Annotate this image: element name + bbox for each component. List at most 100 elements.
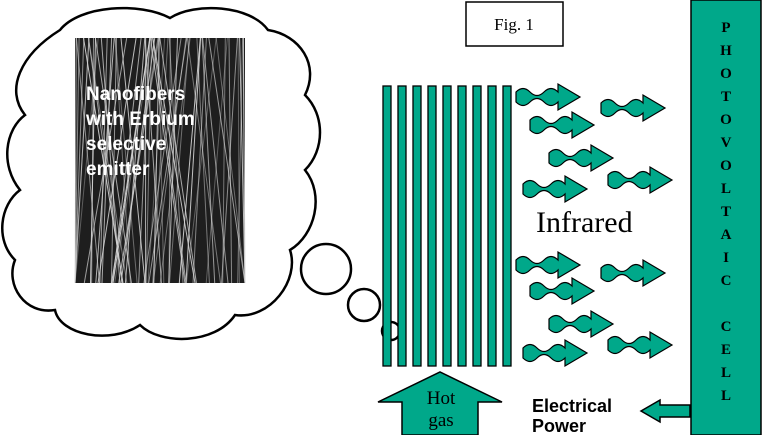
nanofiber-strand <box>196 37 210 284</box>
nanofiber-strand <box>74 37 90 284</box>
nanofiber-strand <box>222 37 226 284</box>
thought-bubble-medium <box>346 287 382 323</box>
pv-cell-letter: L <box>721 181 731 197</box>
emitter-fibers <box>382 85 512 367</box>
pv-cell-letter: C <box>721 319 732 335</box>
nanofiber-strand <box>83 37 128 284</box>
nanofiber-strand <box>74 37 99 284</box>
figure-label: Fig. 1 <box>494 15 534 34</box>
nanofiber-strand <box>147 37 166 284</box>
infrared-wave-arrow <box>529 276 596 306</box>
emitter-fiber <box>442 85 452 367</box>
nanofiber-strand <box>100 37 121 284</box>
infrared-wave-arrow <box>548 143 615 173</box>
nanofiber-strand <box>110 37 117 284</box>
inset-caption-line-2: with Erbium <box>85 109 195 130</box>
infrared-wave-arrow <box>522 338 589 368</box>
inset-caption-line-1: Nanofibers <box>86 84 185 105</box>
pv-cell-letter: H <box>720 43 732 59</box>
pv-cell-letter: E <box>721 342 731 358</box>
emitter-fiber <box>397 85 407 367</box>
thought-bubble-large <box>299 242 353 296</box>
figure-label-box: Fig. 1 <box>465 1 564 47</box>
emitter-fiber <box>457 85 467 367</box>
hot-gas-arrow: Hot gas <box>377 371 503 435</box>
infrared-wave-arrow <box>515 250 582 280</box>
hot-gas-label-line-1: Hot <box>427 388 456 409</box>
nanofiber-strand <box>114 37 138 284</box>
power-label-line-1: Electrical <box>532 396 612 416</box>
pv-cell-letter: L <box>721 365 731 381</box>
infrared-wave-arrow <box>548 309 615 339</box>
nanofiber-strand <box>168 37 184 284</box>
inset-caption: Nanofibers with Erbium selective emitter <box>85 84 195 180</box>
pv-cell-letter: O <box>720 158 732 174</box>
nanofiber-strand <box>114 37 131 284</box>
electrical-power-output: Electrical Power <box>532 396 691 435</box>
pv-cell-letter: A <box>721 227 732 243</box>
inset-caption-line-4: emitter <box>86 159 150 180</box>
nanofiber-strand <box>159 37 197 284</box>
nanofiber-strand <box>111 37 151 284</box>
nanofiber-strand <box>202 37 229 284</box>
nanofiber-strand <box>74 37 77 284</box>
nanofiber-strand <box>168 37 178 284</box>
infrared-wave-arrow <box>600 258 667 288</box>
power-arrow <box>639 398 691 424</box>
power-label-line-2: Power <box>532 416 586 435</box>
infrared-wave-arrow <box>607 165 674 195</box>
nanofiber-strand <box>201 37 216 284</box>
nanofiber-strand <box>88 37 128 284</box>
nanofiber-strand <box>186 37 221 284</box>
pv-cell-letter: V <box>721 135 732 151</box>
nanofiber-strand <box>91 37 94 284</box>
nanofiber-strand <box>152 37 196 284</box>
pv-cell-letter: T <box>721 204 731 220</box>
nanofiber-strand <box>239 37 246 284</box>
pv-cell-letter: L <box>721 388 731 404</box>
pv-cell-letter: O <box>720 112 732 128</box>
infrared-wave-arrow <box>600 93 667 123</box>
nanofiber-strand <box>228 37 233 284</box>
pv-cell-letter: C <box>721 273 732 289</box>
pv-cell-letter: I <box>723 250 729 266</box>
emitter-fiber <box>382 85 392 367</box>
nanofiber-strand <box>157 37 165 284</box>
nanofiber-strand <box>159 37 191 284</box>
infrared-wave-arrow <box>515 82 582 112</box>
nanofiber-strand <box>120 37 156 284</box>
pv-cell-letter: O <box>720 66 732 82</box>
emitter-fiber <box>487 85 497 367</box>
pv-cell-letter: P <box>721 20 730 36</box>
infrared-wave-arrow <box>529 110 596 140</box>
nanofiber-strand <box>145 37 153 284</box>
pv-cell-letter: T <box>721 89 731 105</box>
emitter-fiber <box>427 85 437 367</box>
nanofiber-photo: Nanofibers with Erbium selective emitter <box>74 37 246 284</box>
infrared-label: Infrared <box>536 206 633 239</box>
nanofiber-strand <box>94 37 132 284</box>
nanofiber-strand <box>112 37 142 284</box>
nanofiber-strand <box>124 37 146 284</box>
nanofiber-strand <box>99 37 108 284</box>
emitter-fiber <box>472 85 482 367</box>
nanofiber-strand <box>74 37 90 284</box>
emitter-fiber <box>502 85 512 367</box>
nanofiber-strand <box>97 37 137 284</box>
nanofiber-strand <box>150 37 186 284</box>
infrared-wave-arrow <box>607 330 674 360</box>
nanofiber-strand <box>75 37 100 284</box>
nanofiber-strand <box>242 37 246 284</box>
infrared-wave-arrow <box>522 174 589 204</box>
nanofiber-strand <box>208 37 246 284</box>
nanofiber-strand <box>143 37 182 284</box>
nanofiber-strand <box>74 37 85 284</box>
nanofiber-strand <box>178 37 201 284</box>
nanofiber-strand <box>101 37 113 284</box>
nanofiber-strand <box>205 37 228 284</box>
nanofiber-strand <box>185 37 217 284</box>
nanofiber-strand <box>242 37 246 284</box>
infrared-wave-arrows <box>515 82 674 368</box>
